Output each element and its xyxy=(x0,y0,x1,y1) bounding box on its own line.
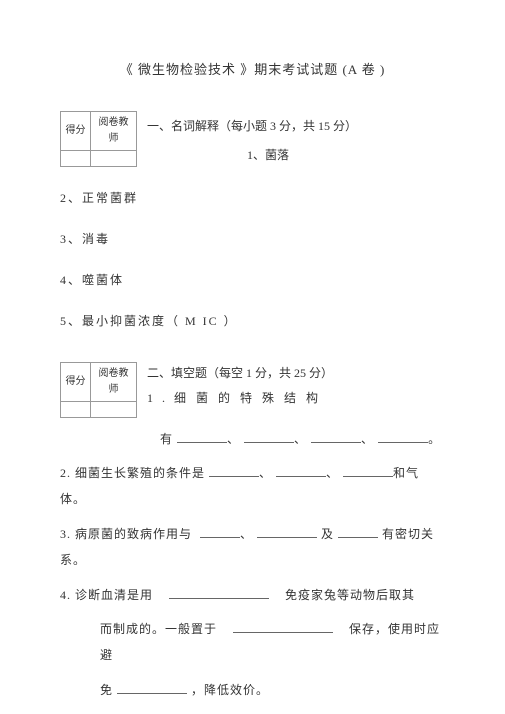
q2-4f: ，降低效价。 xyxy=(191,683,269,697)
blank xyxy=(200,524,240,538)
q2-3a: 3. 病原菌的致病作用与 xyxy=(60,527,192,541)
q1-4: 4、噬菌体 xyxy=(60,271,445,290)
q1-5: 5、最小抑菌浓度（ M IC ） xyxy=(60,312,445,331)
q2-1-spaced: 细菌的特殊结构 xyxy=(174,391,328,405)
period: 。 xyxy=(428,432,441,446)
blank xyxy=(338,524,378,538)
section1-heading: 一、名词解释（每小题 3 分，共 15 分） xyxy=(147,117,445,136)
q2-4l2: 而制成的。一般置于 保存，使用时应避 xyxy=(60,616,445,669)
q2-4e: 免 xyxy=(100,683,113,697)
blank xyxy=(244,429,294,443)
q2-1-line2: 有 、 、 、 。 xyxy=(60,426,445,452)
score-h1: 得分 xyxy=(61,111,91,150)
blank xyxy=(378,429,428,443)
blank xyxy=(257,524,317,538)
q2-4l3: 免 ，降低效价。 xyxy=(60,677,445,703)
score-h2: 阅卷教师 xyxy=(91,111,137,150)
section1-row: 得分 阅卷教师 一、名词解释（每小题 3 分，共 15 分） 1、菌落 xyxy=(60,111,445,167)
section2-row: 得分 阅卷教师 二、填空题（每空 1 分，共 25 分） 1 . 细菌的特殊结构 xyxy=(60,362,445,418)
score-table-1: 得分 阅卷教师 xyxy=(60,111,137,167)
q2-2: 2. 细菌生长繁殖的条件是 、 、 和气体。 xyxy=(60,460,445,513)
q1-3: 3、消毒 xyxy=(60,230,445,249)
q2-1-you: 有 xyxy=(160,432,173,446)
score-cell-b xyxy=(61,401,91,417)
blank xyxy=(169,585,269,599)
blank xyxy=(209,463,259,477)
q1-1: 1、菌落 xyxy=(247,146,445,165)
blank xyxy=(177,429,227,443)
q2-4b: 免疫家兔等动物后取其 xyxy=(285,588,415,602)
q2-4c: 而制成的。一般置于 xyxy=(100,622,217,636)
page-title: 《 微生物检验技术 》期末考试试题 (A 卷 ) xyxy=(60,60,445,81)
q2-1-dot: . xyxy=(162,391,165,405)
section2-heading: 二、填空题（每空 1 分，共 25 分） xyxy=(147,364,445,383)
grader-cell-b xyxy=(91,401,137,417)
q1-2: 2、正常菌群 xyxy=(60,189,445,208)
q2-2a: 2. 细菌生长繁殖的条件是 xyxy=(60,466,205,480)
blank xyxy=(117,680,187,694)
score-h2b: 阅卷教师 xyxy=(91,362,137,401)
q2-3: 3. 病原菌的致病作用与 、 及 有密切关系。 xyxy=(60,521,445,574)
blank xyxy=(233,619,333,633)
score-cell xyxy=(61,150,91,166)
blank xyxy=(343,463,393,477)
blank xyxy=(311,429,361,443)
score-table-2: 得分 阅卷教师 xyxy=(60,362,137,418)
q2-3b: 及 xyxy=(321,527,334,541)
q2-1-num: 1 xyxy=(147,391,153,405)
q2-4a: 4. 诊断血清是用 xyxy=(60,588,153,602)
blank xyxy=(276,463,326,477)
score-h1b: 得分 xyxy=(61,362,91,401)
grader-cell xyxy=(91,150,137,166)
q2-4: 4. 诊断血清是用 免疫家兔等动物后取其 xyxy=(60,582,445,608)
